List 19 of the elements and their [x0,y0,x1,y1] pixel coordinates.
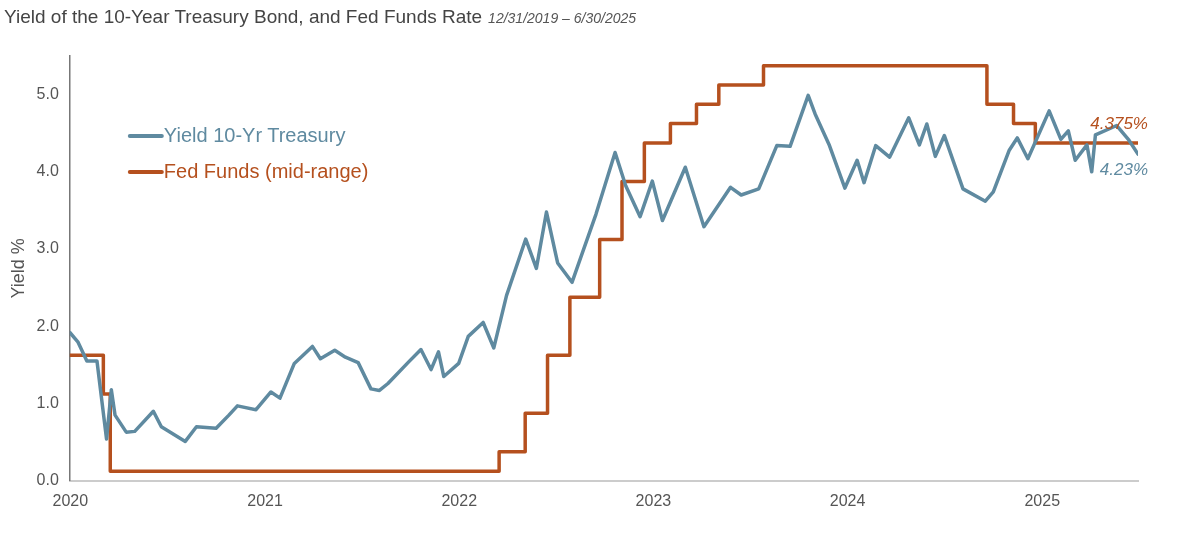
y-tick-label: 2.0 [36,316,59,334]
x-tick-label: 2023 [635,491,672,509]
y-axis-title: Yield % [7,238,28,299]
x-tick-label: 2024 [829,491,866,509]
x-tick-label: 2022 [441,491,478,509]
x-tick-label: 2025 [1024,491,1061,509]
y-tick-label: 1.0 [36,393,59,411]
annotation: 4.23% [1099,160,1148,180]
y-tick-label: 5.0 [36,85,59,103]
chart-subtitle: 12/31/2019 – 6/30/2025 [488,10,637,26]
y-tick-label: 4.0 [36,162,59,180]
y-tick-label: 3.0 [36,239,59,257]
chart-title: Yield of the 10-Year Treasury Bond, and Fed Funds Rate [4,6,483,27]
legend-label: Yield 10-Yr Treasury [163,123,346,146]
y-tick-label: 0.0 [36,471,59,489]
x-tick-label: 2021 [247,491,283,509]
annotation: 4.375% [1090,114,1148,134]
legend-label: Fed Funds (mid-range) [163,159,369,182]
x-tick-label: 2020 [52,491,89,509]
